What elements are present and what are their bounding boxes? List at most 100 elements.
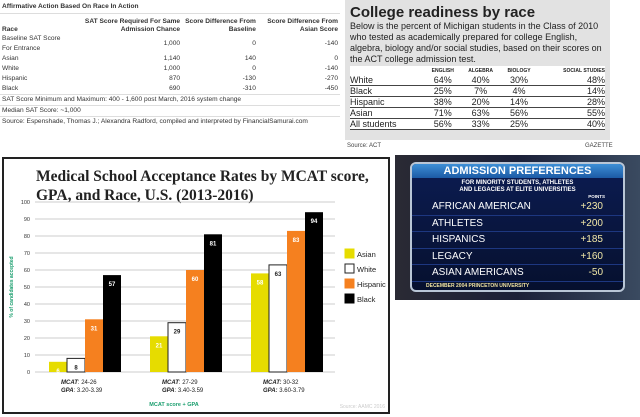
y-tick-label: 100 bbox=[21, 200, 30, 206]
legend-swatch-hispanic bbox=[344, 278, 355, 289]
table-cell: 0 bbox=[334, 55, 338, 62]
preference-row: ATHLETES +200 bbox=[412, 216, 623, 232]
preference-points: +230 bbox=[580, 201, 603, 212]
readiness-source: Source: ACT bbox=[347, 143, 382, 149]
table-row: Black 25% 7% 4% 14% bbox=[350, 85, 605, 97]
table-cell: 30% bbox=[500, 75, 538, 86]
x-tick-part: MCAT: bbox=[263, 380, 281, 386]
data-label: 21 bbox=[156, 343, 163, 349]
readiness-table: ENGLISH ALGEBRA BIOLOGY SOCIAL STUDIES White… bbox=[350, 66, 605, 130]
x-category-gpa: GPA: 3.40-3.59 bbox=[162, 388, 204, 394]
y-tick-label: 80 bbox=[24, 234, 30, 240]
table-cell: Asian bbox=[350, 107, 425, 119]
data-label: 8 bbox=[74, 365, 78, 371]
x-tick-part: : 27-29 bbox=[179, 380, 198, 386]
data-label: 6 bbox=[56, 369, 60, 375]
x-category-gpa: GPA: 3.60-3.79 bbox=[263, 388, 305, 394]
table-row: Hispanic 38% 20% 14% 28% bbox=[350, 96, 605, 108]
table-cell: Black bbox=[350, 85, 425, 97]
bar-asian bbox=[251, 273, 269, 372]
readiness-credit: GAZETTE bbox=[585, 143, 613, 149]
chart-source: Source: AAMC 2016 bbox=[340, 404, 386, 410]
preference-group: ATHLETES bbox=[432, 217, 483, 229]
column-header: Score Difference From Baseline bbox=[185, 18, 256, 33]
data-label: 81 bbox=[210, 241, 217, 247]
data-label: 60 bbox=[192, 277, 199, 283]
bar-black bbox=[103, 275, 121, 372]
data-label: 31 bbox=[91, 326, 98, 332]
table-cell: 20% bbox=[460, 96, 501, 108]
table-row: Asian 71% 63% 56% 55% bbox=[350, 107, 605, 119]
table-cell: 25% bbox=[424, 85, 461, 97]
college-readiness-panel: College readiness by race Below is the p… bbox=[345, 0, 610, 140]
data-label: 29 bbox=[174, 330, 181, 336]
y-tick-label: 90 bbox=[24, 217, 30, 223]
table-cell: 56% bbox=[424, 118, 461, 130]
table-cell: 14% bbox=[500, 96, 538, 108]
table-cell: Asian bbox=[2, 55, 19, 62]
data-label: 83 bbox=[293, 238, 300, 244]
y-tick-label: 30 bbox=[24, 319, 30, 325]
x-category-gpa: GPA: 3.20-3.39 bbox=[61, 388, 103, 394]
bar-asian bbox=[150, 336, 168, 372]
sat-note: Median SAT Score: ~1,000 bbox=[0, 105, 340, 116]
data-label: 58 bbox=[257, 280, 264, 286]
y-tick-label: 0 bbox=[27, 370, 30, 376]
table-cell: 14% bbox=[537, 85, 605, 97]
sat-table: Race SAT Score Required For Same Admissio… bbox=[0, 18, 340, 94]
x-category-mcat: MCAT: 30-32 bbox=[263, 380, 299, 386]
points-label: POINTS bbox=[588, 194, 605, 199]
x-tick-part: : 24-26 bbox=[78, 380, 97, 386]
x-category-mcat: MCAT: 27-29 bbox=[162, 380, 198, 386]
table-cell: 1,140 bbox=[163, 55, 181, 62]
table-cell: -130 bbox=[242, 75, 256, 82]
table-cell: 1,000 bbox=[163, 65, 181, 72]
column-header: Score Difference From Asian Score bbox=[267, 18, 338, 33]
column-header: Race bbox=[2, 26, 18, 33]
legend-label: White bbox=[357, 265, 376, 274]
table-cell: 28% bbox=[537, 96, 605, 108]
table-cell: Hispanic bbox=[2, 75, 28, 82]
legend-label: Hispanic bbox=[357, 280, 386, 289]
table-cell: 0 bbox=[252, 40, 256, 47]
bar-hispanic bbox=[287, 230, 305, 372]
chart-title-line-1: Medical School Acceptance Rates by MCAT … bbox=[36, 168, 369, 185]
table-row: Hispanic 870 -130 -270 bbox=[0, 74, 340, 84]
table-cell: -270 bbox=[324, 75, 338, 82]
table-cell: 71% bbox=[424, 107, 461, 119]
x-tick-part: GPA: bbox=[263, 388, 278, 394]
table-row: Black 690 -310 -450 bbox=[0, 84, 340, 94]
y-tick-label: 10 bbox=[24, 353, 30, 359]
table-cell: 870 bbox=[169, 75, 181, 82]
mcat-chart: Medical School Acceptance Rates by MCAT … bbox=[2, 157, 390, 414]
table-cell: 40% bbox=[537, 118, 605, 130]
table-cell: 48% bbox=[537, 75, 605, 86]
y-tick-label: 50 bbox=[24, 285, 30, 291]
preference-row: HISPANICS +185 bbox=[412, 232, 623, 249]
column-header: SAT Score Required For Same Admission Ch… bbox=[84, 18, 181, 33]
y-axis-label: % of candidates accepted bbox=[9, 256, 15, 317]
preference-points: -50 bbox=[588, 267, 603, 278]
table-cell: 4% bbox=[500, 85, 538, 97]
preference-row: ASIAN AMERICANS -50 bbox=[412, 265, 623, 282]
mcat-chart-svg: Medical School Acceptance Rates by MCAT … bbox=[9, 168, 386, 410]
table-row: White 64% 40% 30% 48% bbox=[350, 75, 605, 86]
x-tick-part: 3.60-3.79 bbox=[278, 388, 306, 394]
preference-group: ASIAN AMERICANS bbox=[432, 267, 524, 278]
y-tick-label: 20 bbox=[24, 336, 30, 342]
x-axis-label: MCAT score + GPA bbox=[149, 402, 198, 408]
preference-group: LEGACY bbox=[432, 250, 473, 262]
y-tick-label: 70 bbox=[24, 251, 30, 257]
table-cell: 25% bbox=[500, 118, 538, 130]
sat-note: SAT Score Minimum and Maximum: 400 - 1,6… bbox=[0, 94, 340, 105]
table-cell: 56% bbox=[500, 107, 538, 119]
column-header: ALGEBRA bbox=[468, 67, 493, 74]
preference-row: AFRICAN AMERICAN +230 bbox=[412, 199, 623, 216]
x-category-mcat: MCAT: 24-26 bbox=[61, 380, 97, 386]
x-tick-part: GPA bbox=[61, 388, 74, 394]
bar-black bbox=[305, 212, 323, 372]
sat-note: Source: Espenshade, Thomas J.; Alexandra… bbox=[0, 116, 340, 127]
table-row: Baseline SAT Score For Entrance 1,000 0 -14… bbox=[0, 34, 340, 54]
preference-group: HISPANICS bbox=[432, 234, 486, 245]
column-header: ENGLISH bbox=[431, 67, 454, 74]
